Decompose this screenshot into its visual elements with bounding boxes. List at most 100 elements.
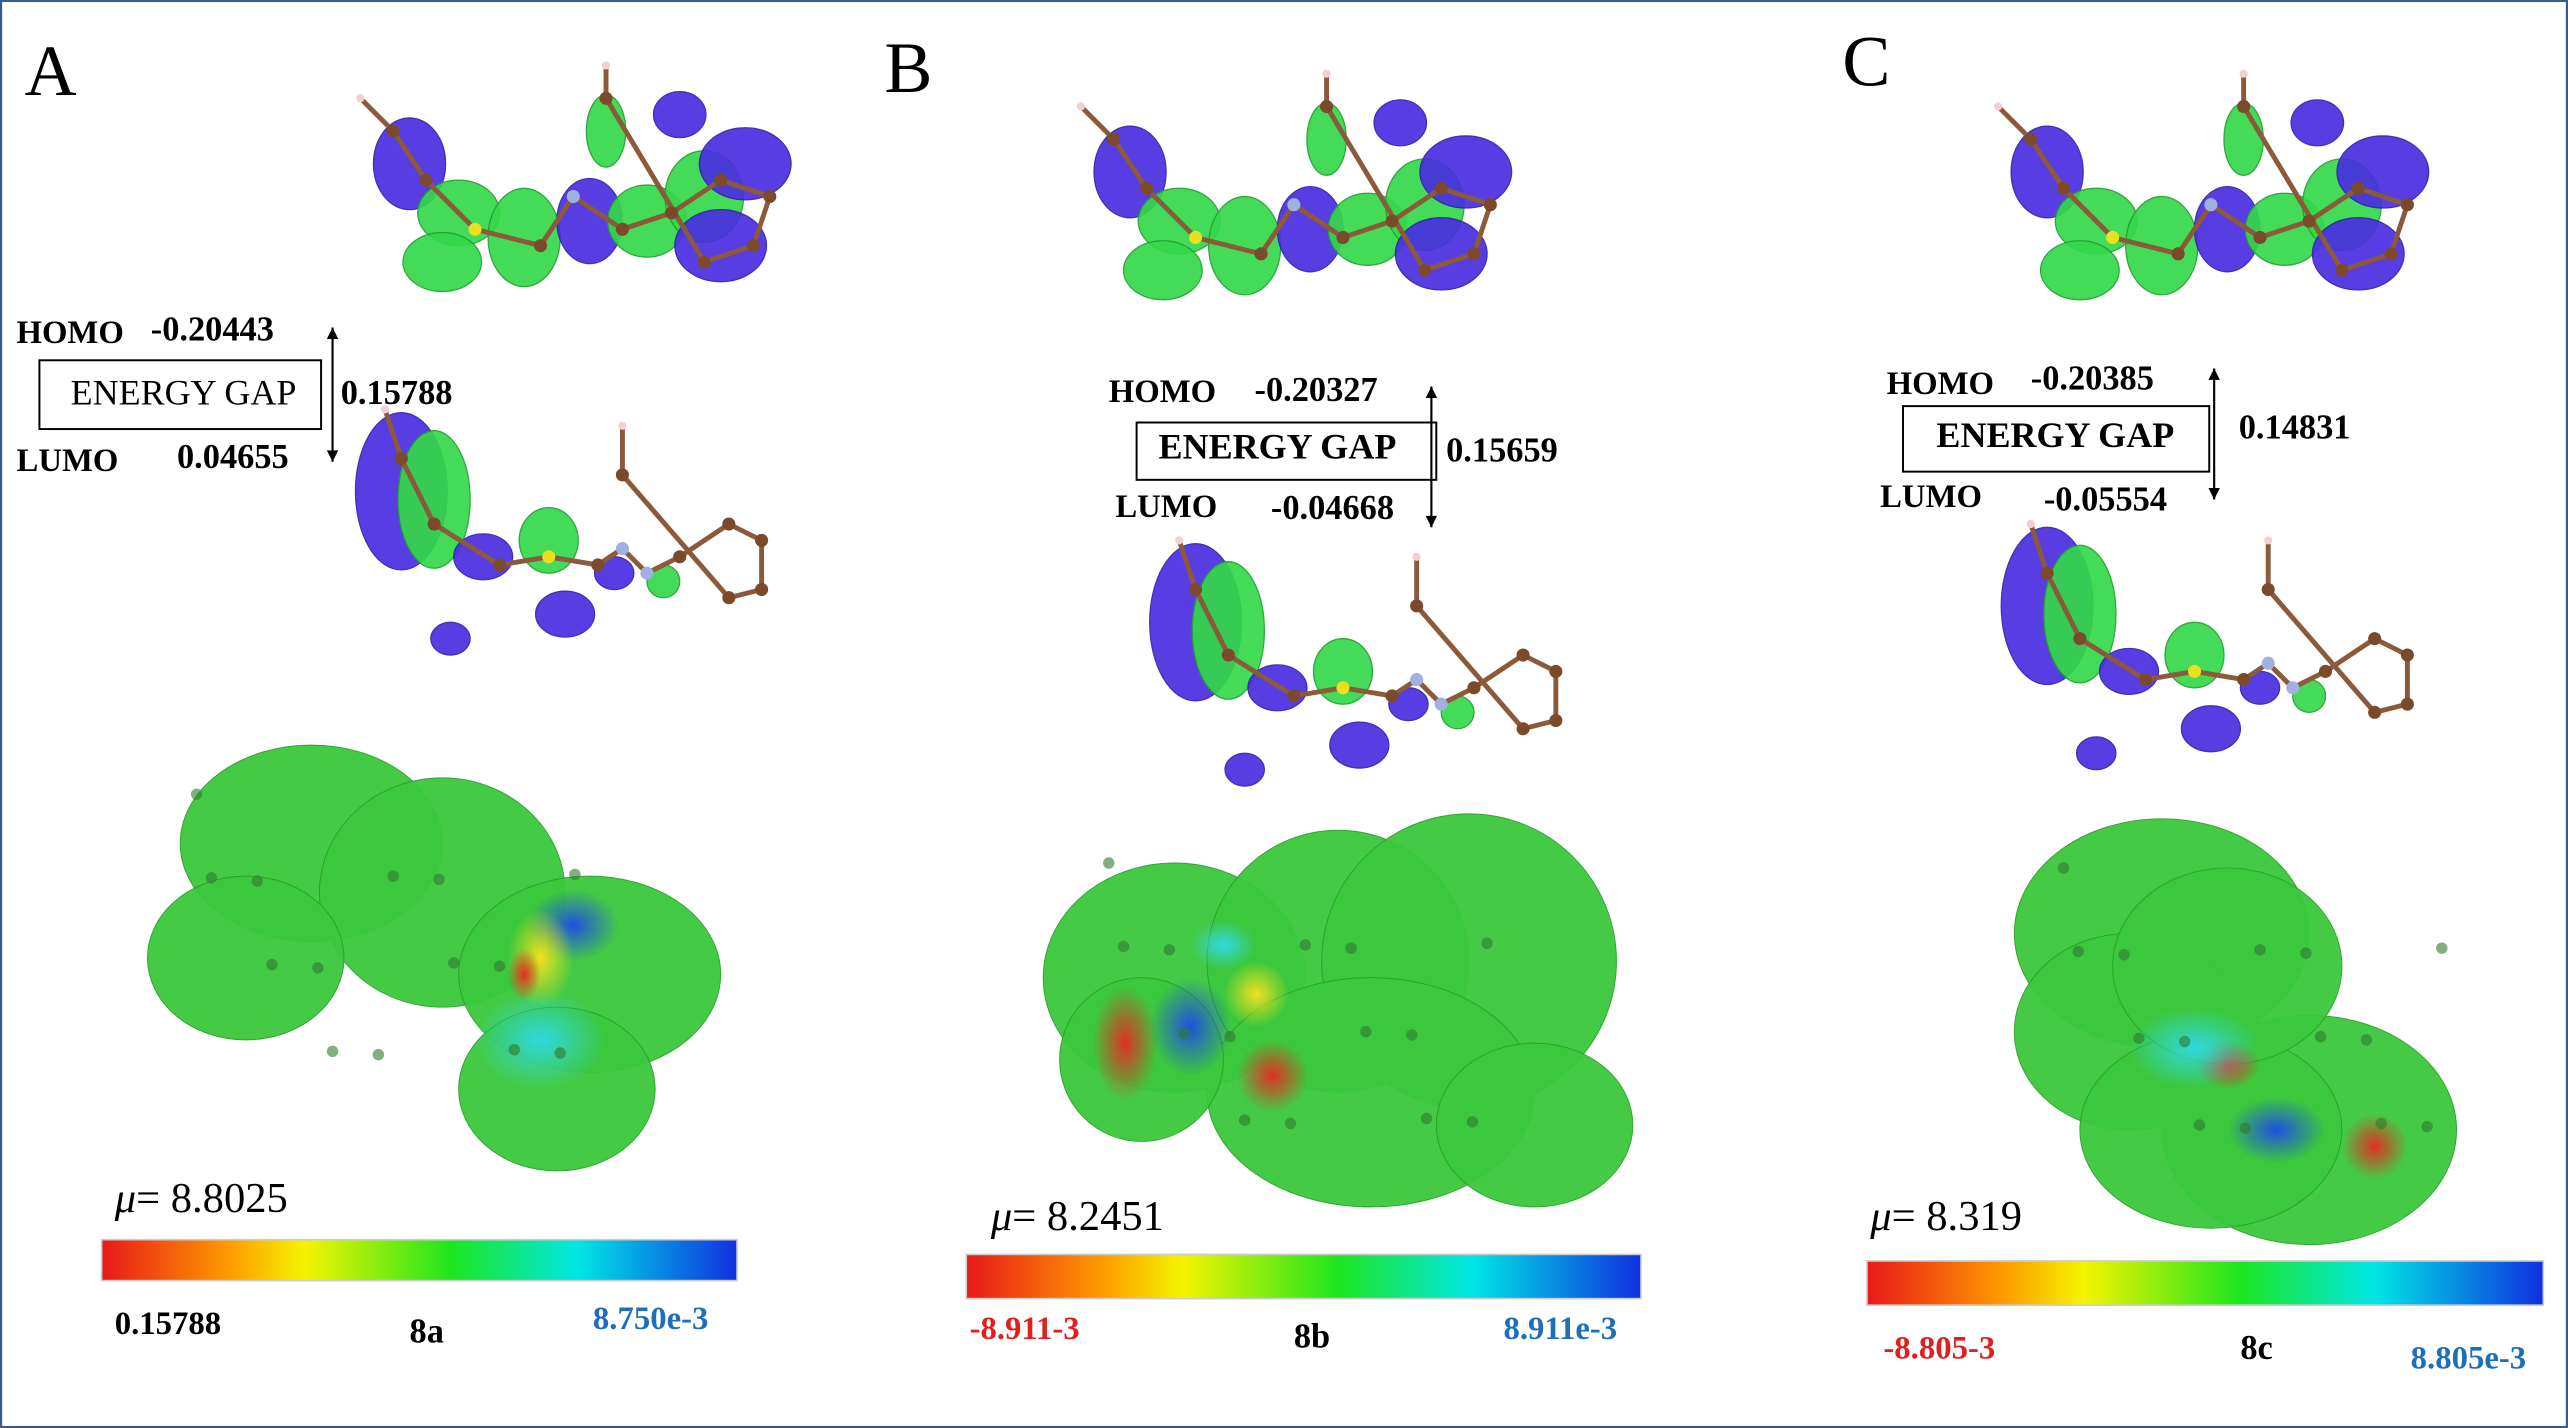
esp-atom [554,1047,566,1059]
atom [2073,632,2087,646]
bond [399,457,437,526]
esp-spot [1223,961,1289,1027]
atom [591,558,605,572]
atom [2106,230,2120,245]
atom [2318,664,2333,678]
bond [382,408,404,460]
atom [1467,681,1481,695]
atom [1516,722,1530,736]
atom [755,533,769,547]
dipole-value: = 8.2451 [1012,1193,1164,1240]
esp-atom [2314,1030,2327,1043]
orbital-lobe [1093,125,1167,219]
atom [542,550,556,564]
dipole-value: = 8.8025 [136,1175,288,1222]
bond [1471,203,1493,255]
esp-surface [1042,813,1634,1208]
atom [1410,673,1424,687]
energy-gap-box [1902,405,2211,473]
esp-atom [1163,944,1176,956]
bond [358,96,395,133]
esp-atom [2178,1035,2191,1048]
bond [1111,137,1149,190]
arrow-head [326,450,339,462]
orbital-lobe [2180,705,2242,753]
bond [1193,588,1231,657]
atom [755,582,769,597]
lumo-label: LUMO [16,443,118,479]
atom [2400,198,2414,212]
esp-atom [2193,1119,2206,1131]
esp-atom [2254,944,2266,956]
bond [1144,186,1198,240]
bond [432,521,501,568]
atom [714,173,728,187]
lumo-value: -0.05554 [2044,481,2167,519]
orbital-plot [1076,69,1513,301]
orbital-lobe [2010,125,2084,219]
esp-atom [1103,857,1115,869]
color-scale-bar [1866,1260,2545,1306]
atom [1287,198,1301,212]
bond [2241,105,2345,272]
bond [2144,668,2195,683]
esp-surface [147,744,722,1172]
bond [1227,652,1296,699]
dipole-moment: μ= 8.319 [1869,1193,2022,1240]
atom [1412,552,1421,561]
atom [2171,247,2185,261]
esp-spot [1092,985,1158,1101]
bond [2044,572,2083,640]
bond [1324,105,1427,272]
atom [722,517,736,531]
atom [2138,673,2152,687]
esp-spot [1149,977,1232,1076]
lumo-value: -0.04668 [1271,489,1394,527]
esp-atom [2436,942,2448,954]
atom [356,94,365,103]
compound-label: 8c [2240,1329,2272,1367]
homo-value: -0.20385 [2031,359,2154,397]
atom [2261,582,2275,597]
atom [2024,132,2038,146]
bond [2341,251,2392,273]
atom [2187,664,2202,678]
bond [719,177,771,199]
bond [1390,186,1443,224]
color-scale-bar [100,1238,738,1282]
panel-label: A [25,31,77,111]
atom [468,222,482,236]
bond [2266,587,2377,714]
bond [474,226,542,249]
esp-atom [493,960,506,972]
dipole-symbol: μ [1869,1193,1891,1240]
atom [1483,198,1497,212]
atom [1189,230,1203,245]
bond [1414,604,1525,731]
bond [1079,104,1116,141]
bond [620,473,731,600]
atom [1221,648,1235,662]
esp-spot [1236,1039,1309,1112]
esp-spot [475,990,607,1090]
atom [615,468,629,482]
atom [1254,247,1268,261]
gap-value: 0.15659 [1446,432,1558,470]
homo-label: HOMO [1887,366,1994,402]
atom [1467,247,1481,261]
bond [2061,186,2115,240]
orbital-lobe [518,507,579,574]
bond [424,178,477,232]
atom [2335,263,2349,277]
bond [1259,203,1296,256]
dipole-symbol: μ [990,1193,1012,1240]
atom [1287,689,1301,703]
atom [1320,99,1334,113]
atom [1434,181,1448,195]
atom [599,91,613,105]
atom [2237,99,2251,113]
atom [566,189,580,204]
atom [640,566,654,580]
